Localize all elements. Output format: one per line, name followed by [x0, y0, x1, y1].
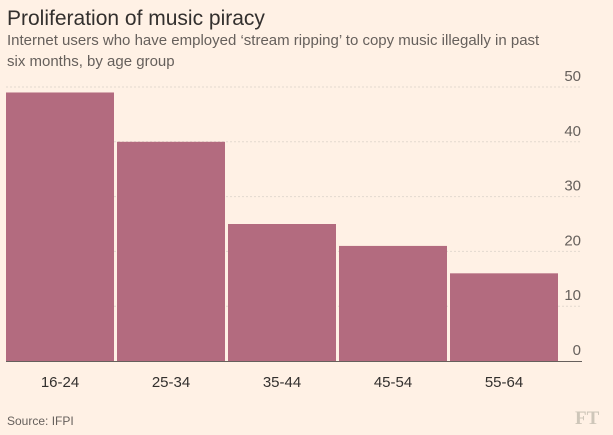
bar [228, 224, 336, 361]
bar [450, 273, 558, 361]
y-tick-label: 10 [564, 287, 581, 304]
x-tick-label: 16-24 [41, 374, 79, 391]
bar [6, 92, 114, 361]
chart-subtitle-line-2: six months, by age group [7, 53, 175, 70]
x-tick-label: 35-44 [263, 374, 301, 391]
y-tick-label: 0 [573, 342, 581, 359]
chart-subtitle-line-1: Internet users who have employed ‘stream… [7, 32, 540, 49]
bar [117, 141, 225, 361]
y-tick-label: 50 [564, 68, 581, 85]
source-note: Source: IFPI [7, 414, 74, 428]
chart-title: Proliferation of music piracy [7, 7, 265, 30]
y-tick-label: 30 [564, 178, 581, 195]
ft-logo: FT [575, 408, 600, 429]
y-axis-ticks: 0 10 20 30 40 50 [564, 68, 581, 359]
x-tick-label: 45-54 [374, 374, 412, 391]
bar [339, 245, 447, 361]
bars [6, 92, 558, 361]
x-axis-labels: 16-24 25-34 35-44 45-54 55-64 [41, 374, 523, 391]
x-tick-label: 55-64 [485, 374, 523, 391]
y-tick-label: 20 [564, 232, 581, 249]
y-tick-label: 40 [564, 123, 581, 140]
x-tick-label: 25-34 [152, 374, 190, 391]
